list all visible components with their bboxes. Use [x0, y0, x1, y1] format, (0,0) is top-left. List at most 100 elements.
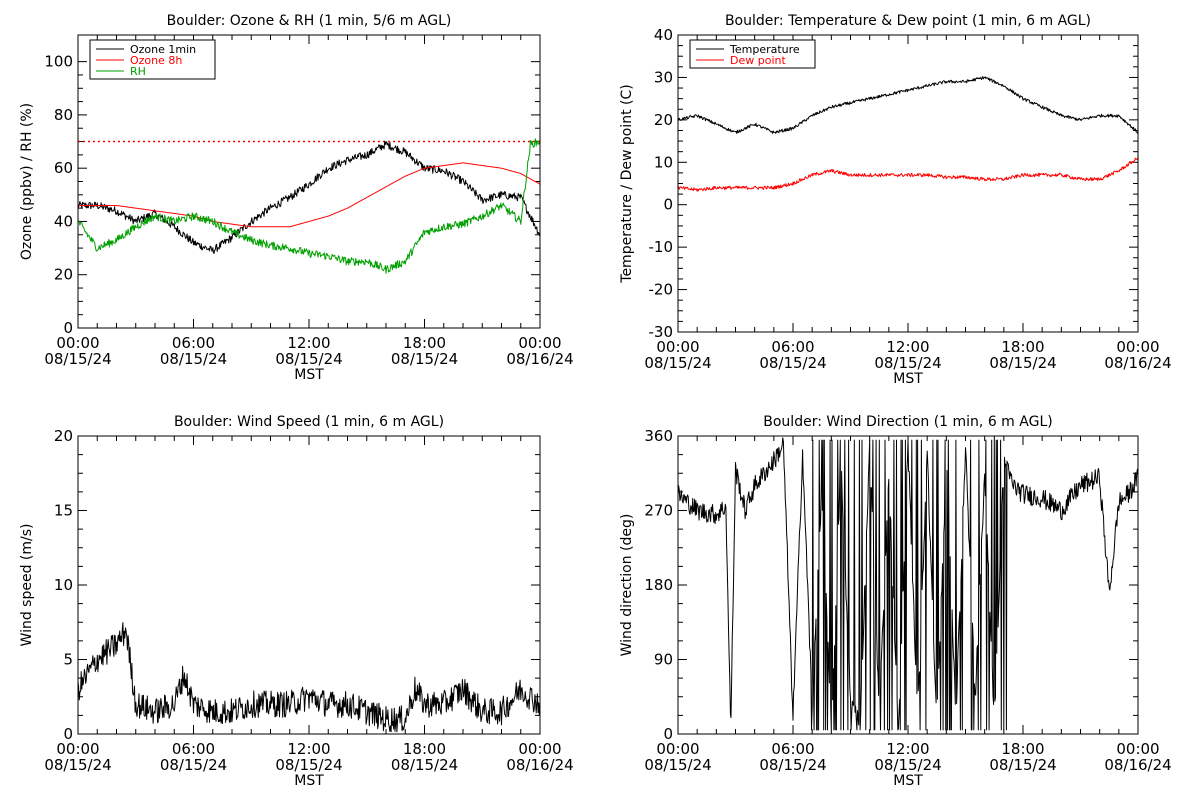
- plot-frame: [677, 435, 1139, 735]
- x-axis-label: MST: [893, 773, 923, 789]
- x-tick-time-label: 00:00: [1116, 338, 1159, 356]
- x-tick-date-label: 08/16/24: [506, 350, 573, 368]
- chart-panel-3: Boulder: Wind Speed (1 min, 6 m AGL) 0 5 10…: [19, 414, 574, 789]
- legend-label: Dew point: [730, 54, 786, 67]
- x-tick-date-label: 08/15/24: [160, 756, 227, 774]
- plot-frame: [677, 34, 1139, 333]
- x-tick-date-label: 08/15/24: [391, 350, 458, 368]
- y-axis-label: Wind speed (m/s): [19, 524, 35, 647]
- chart-title: Boulder: Temperature & Dew point (1 min,…: [725, 13, 1091, 29]
- y-axis-label: Temperature / Dew point (C): [619, 84, 635, 283]
- x-tick-time-label: 18:00: [403, 740, 446, 758]
- y-axis-label: Wind direction (deg): [619, 514, 635, 657]
- plot-frame: [77, 34, 541, 329]
- x-tick-date-label: 08/16/24: [506, 756, 573, 774]
- y-tick-label: 20: [54, 427, 73, 445]
- x-tick-time-label: 06:00: [172, 334, 215, 352]
- x-tick-date-label: 08/15/24: [759, 354, 826, 372]
- x-axis-label: MST: [893, 371, 923, 387]
- x-tick-time-label: 06:00: [172, 740, 215, 758]
- chart-panel-4: Boulder: Wind Direction (1 min, 6 m AGL)…: [619, 414, 1172, 789]
- x-tick-time-label: 18:00: [403, 334, 446, 352]
- series-line-2: [678, 156, 1138, 192]
- x-tick-time-label: 00:00: [518, 334, 561, 352]
- y-tick-label: 20: [654, 111, 673, 129]
- plot-area: [78, 622, 540, 733]
- series-line-1: [78, 622, 540, 733]
- x-tick-date-label: 08/15/24: [160, 350, 227, 368]
- x-tick-time-label: 12:00: [886, 740, 929, 758]
- y-tick-label: 40: [54, 212, 73, 230]
- x-tick-date-label: 08/15/24: [391, 756, 458, 774]
- y-tick-label: 100: [44, 53, 73, 71]
- series-line-3: [78, 138, 540, 274]
- y-tick-label: 10: [54, 576, 73, 594]
- y-axis-label: Ozone (ppbv) / RH (%): [19, 103, 35, 260]
- x-tick-date-label: 08/15/24: [759, 756, 826, 774]
- x-tick-time-label: 06:00: [771, 338, 814, 356]
- x-tick-time-label: 00:00: [56, 740, 99, 758]
- x-tick-time-label: 00:00: [1116, 740, 1159, 758]
- y-tick-label: 15: [54, 502, 73, 520]
- y-tick-label: 180: [644, 576, 673, 594]
- x-tick-date-label: 08/15/24: [44, 350, 111, 368]
- y-tick-label: 40: [654, 26, 673, 44]
- chart-panel-1: Boulder: Ozone & RH (1 min, 5/6 m AGL) 0 2…: [19, 13, 574, 383]
- legend-label: Temperature: [729, 43, 800, 56]
- y-tick-label: 270: [644, 502, 673, 520]
- x-tick-date-label: 08/15/24: [44, 756, 111, 774]
- legend-box: [689, 39, 816, 69]
- legend-label: Ozone 8h: [130, 54, 182, 67]
- plot-frame: [77, 435, 541, 735]
- x-tick-time-label: 00:00: [56, 334, 99, 352]
- y-tick-label: 10: [654, 153, 673, 171]
- plot-area: [78, 138, 540, 274]
- y-tick-label: 90: [654, 651, 673, 669]
- plot-area: [678, 76, 1138, 192]
- chart-title: Boulder: Wind Speed (1 min, 6 m AGL): [174, 414, 444, 430]
- x-tick-time-label: 00:00: [656, 740, 699, 758]
- x-tick-date-label: 08/15/24: [874, 354, 941, 372]
- series-line-2: [78, 162, 540, 228]
- x-axis-label: MST: [294, 773, 324, 789]
- x-tick-date-label: 08/15/24: [644, 354, 711, 372]
- x-tick-date-label: 08/15/24: [275, 756, 342, 774]
- x-tick-date-label: 08/15/24: [275, 350, 342, 368]
- y-tick-label: 60: [54, 159, 73, 177]
- y-tick-label: 0: [63, 319, 73, 337]
- chart-title: Boulder: Wind Direction (1 min, 6 m AGL): [763, 414, 1052, 430]
- y-tick-label: -30: [649, 323, 674, 341]
- x-tick-date-label: 08/15/24: [644, 756, 711, 774]
- x-tick-time-label: 00:00: [656, 338, 699, 356]
- y-tick-label: 0: [663, 725, 673, 743]
- x-tick-time-label: 18:00: [1001, 740, 1044, 758]
- y-tick-label: 0: [63, 725, 73, 743]
- series-line-1: [678, 76, 1138, 134]
- x-tick-time-label: 12:00: [886, 338, 929, 356]
- x-tick-time-label: 06:00: [771, 740, 814, 758]
- chart-panel-2: Boulder: Temperature & Dew point (1 min,…: [619, 13, 1172, 387]
- y-tick-label: -20: [649, 281, 674, 299]
- x-tick-time-label: 00:00: [518, 740, 561, 758]
- x-tick-date-label: 08/16/24: [1104, 354, 1171, 372]
- y-tick-label: 30: [654, 68, 673, 86]
- x-tick-date-label: 08/16/24: [1104, 756, 1171, 774]
- y-tick-label: 0: [663, 196, 673, 214]
- x-tick-time-label: 12:00: [287, 334, 330, 352]
- series-line-1: [78, 140, 540, 254]
- x-axis-label: MST: [294, 367, 324, 383]
- y-tick-label: 5: [63, 651, 73, 669]
- x-tick-time-label: 12:00: [287, 740, 330, 758]
- legend-label: Ozone 1min: [130, 43, 196, 56]
- legend-label: RH: [130, 65, 146, 78]
- x-tick-date-label: 08/15/24: [989, 756, 1056, 774]
- y-tick-label: 80: [54, 106, 73, 124]
- x-tick-date-label: 08/15/24: [989, 354, 1056, 372]
- series-line-1: [678, 436, 1138, 731]
- y-tick-label: 360: [644, 427, 673, 445]
- x-tick-date-label: 08/15/24: [874, 756, 941, 774]
- plot-area: [678, 436, 1138, 731]
- y-tick-label: -10: [649, 238, 674, 256]
- chart-title: Boulder: Ozone & RH (1 min, 5/6 m AGL): [167, 13, 452, 29]
